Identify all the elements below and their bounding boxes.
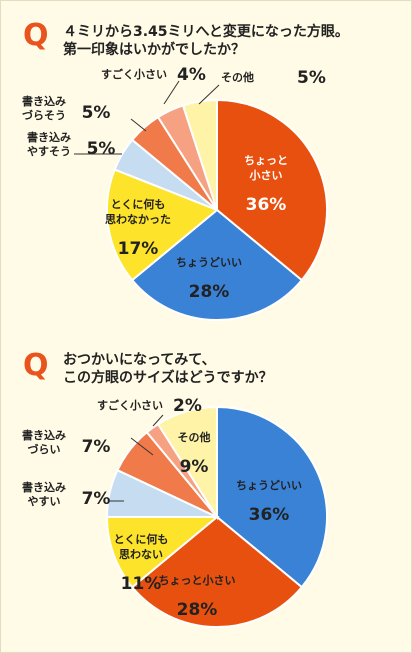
slice-category-label: その他: [178, 430, 211, 444]
slice-label: ちょっと小さい 36%: [244, 154, 288, 215]
slice-category-label: 書き込み: [22, 428, 66, 442]
slice-value-label: 7%: [82, 489, 111, 509]
slice-value-label: 28%: [177, 600, 218, 620]
slice-category-label: やすい: [28, 495, 61, 508]
slice-category-label: づらそう: [22, 108, 66, 122]
slice-value-label: 2%: [173, 396, 202, 416]
slice-label: ちょっと小さい 28%: [159, 573, 236, 620]
pie-slice: [130, 208, 304, 321]
slice-category-label: やすそう: [27, 145, 71, 158]
pie-slice: [216, 98, 328, 282]
survey-section-2: Q おつかいになってみて、 この方眼のサイズはどうですか？ ちょうどいい 36% ち…: [1, 331, 411, 653]
leader-line: [130, 437, 154, 456]
pie-slice: [105, 168, 219, 282]
leader-line: [163, 80, 180, 105]
slice-value-label: 7%: [82, 437, 111, 457]
slice-category-label: ちょっと: [244, 154, 288, 167]
slice-category-label: とくに何も: [114, 532, 169, 546]
slice-category-label: づらい: [28, 442, 61, 456]
slice-category-label: 思わない: [119, 548, 163, 561]
slice-value-label: 5%: [82, 103, 111, 123]
pie-slice: [216, 405, 328, 589]
pie-slice: [156, 405, 218, 521]
slice-value-label: 36%: [249, 505, 290, 525]
leader-line: [152, 414, 164, 427]
slice-category-label: 書き込み: [27, 130, 71, 144]
slice-label: すごく小さい 4%: [101, 65, 206, 105]
slice-category-label: ちょうどいい: [176, 256, 242, 269]
pie-slice: [130, 515, 304, 628]
slice-value-label: 17%: [118, 239, 159, 259]
pie-slices: [105, 98, 328, 321]
pie-chart-1: ちょっと小さい36%ちょうどいい28%とくに何も思わなかった17%書き込みやすそ…: [22, 65, 328, 321]
slice-value-label: 11%: [121, 574, 162, 594]
slice-label: その他 5%: [198, 68, 326, 105]
slice-value-label: 5%: [297, 68, 326, 88]
question-line: 第一印象はいかがでしたか？: [63, 42, 245, 58]
survey-section-1: Q ４ミリから3.45ミリへと変更になった方眼。 第一印象はいかがでしたか？ ち…: [1, 1, 411, 331]
pie-slices: [105, 405, 328, 628]
slice-labels: ちょっと小さい36%ちょうどいい28%とくに何も思わなかった17%書き込みやすそ…: [22, 65, 326, 302]
slice-category-label: 書き込み: [22, 94, 66, 108]
slice-value-label: 4%: [177, 65, 206, 85]
pie-slice: [105, 516, 220, 589]
question-text-2: おつかいになってみて、 この方眼のサイズはどうですか？: [63, 351, 273, 387]
slice-label: ちょうどいい 28%: [176, 256, 242, 302]
question-mark-2: Q: [23, 348, 49, 383]
question-text-1: ４ミリから3.45ミリへと変更になった方眼。 第一印象はいかがでしたか？: [63, 23, 349, 59]
slice-category-label: すごく小さい: [97, 398, 163, 412]
slice-label: すごく小さい 2%: [97, 396, 202, 427]
slice-category-label: とくに何も: [111, 197, 166, 211]
slice-category-label: 小さい: [249, 168, 283, 182]
slice-category-label: すごく小さい: [101, 67, 167, 81]
slice-value-label: 36%: [246, 195, 287, 215]
slice-category-label: ちょうどいい: [236, 479, 302, 492]
slice-label: ちょうどいい 36%: [236, 479, 302, 525]
slice-value-label: 5%: [87, 139, 116, 159]
slice-category-label: その他: [221, 70, 254, 84]
slice-value-label: 28%: [189, 282, 230, 302]
question-line: ４ミリから3.45ミリへと変更になった方眼。: [63, 24, 349, 40]
slice-category-label: 思わなかった: [105, 213, 171, 226]
slice-value-label: 9%: [180, 457, 209, 477]
pie-slice: [181, 98, 218, 211]
slice-label: その他 9%: [178, 430, 211, 477]
slice-category-label: ちょっと小さい: [159, 573, 236, 587]
leader-line: [130, 118, 147, 132]
leader-line: [198, 84, 220, 105]
slice-category-label: 書き込み: [22, 480, 66, 494]
question-line: この方眼のサイズはどうですか？: [63, 370, 273, 386]
question-line: おつかいになってみて、: [63, 352, 216, 368]
question-mark-1: Q: [23, 18, 49, 53]
